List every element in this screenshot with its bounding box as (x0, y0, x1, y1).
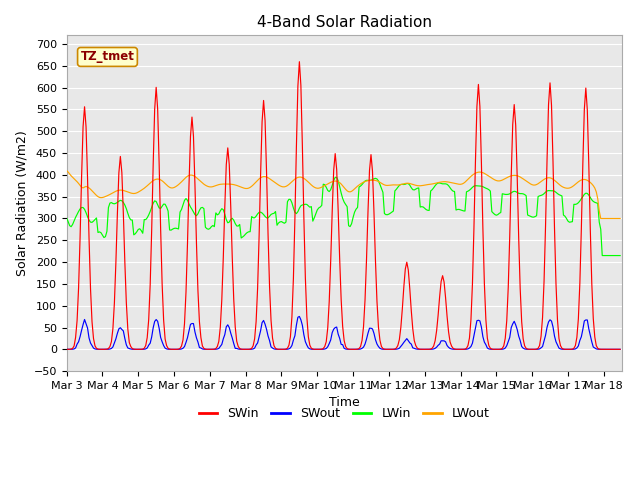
Title: 4-Band Solar Radiation: 4-Band Solar Radiation (257, 15, 431, 30)
Text: TZ_tmet: TZ_tmet (81, 50, 134, 63)
X-axis label: Time: Time (329, 396, 360, 409)
Y-axis label: Solar Radiation (W/m2): Solar Radiation (W/m2) (15, 131, 28, 276)
Legend: SWin, SWout, LWin, LWout: SWin, SWout, LWin, LWout (193, 402, 495, 425)
